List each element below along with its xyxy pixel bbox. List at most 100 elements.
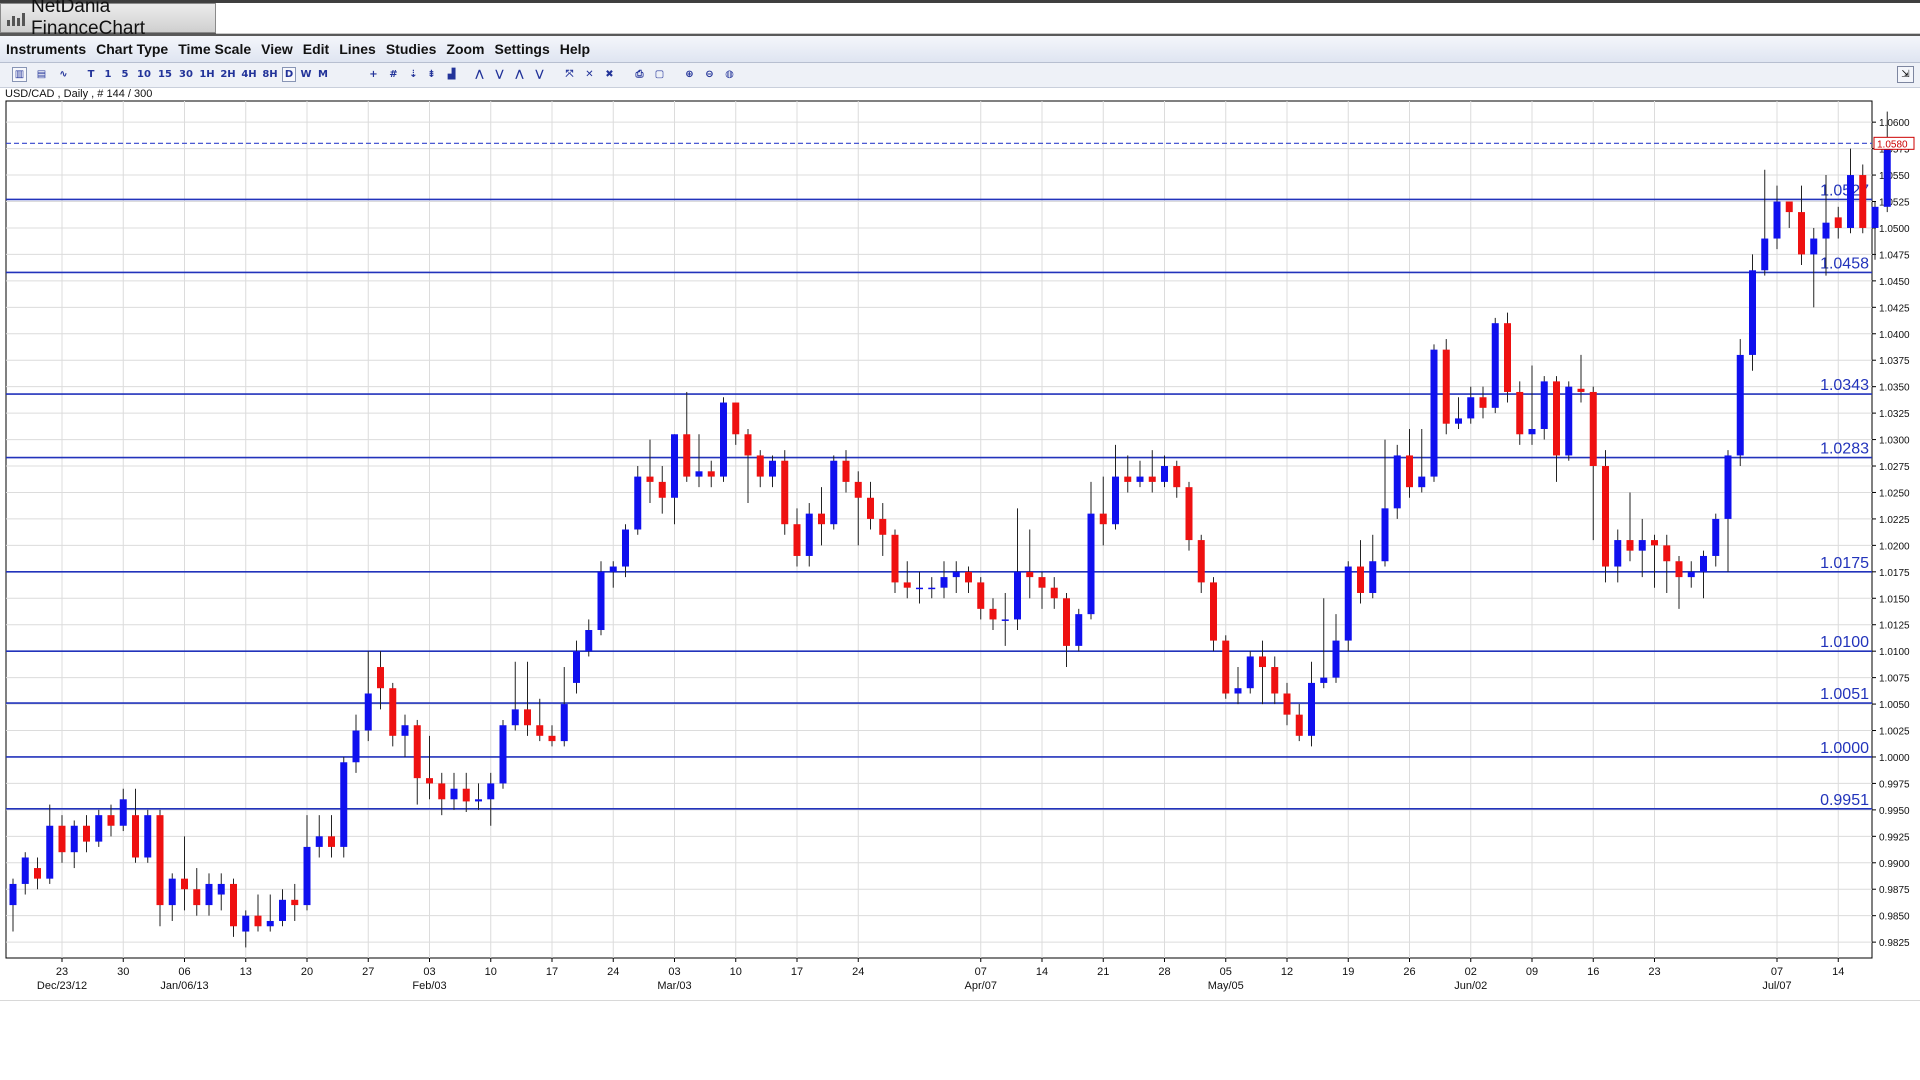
line-chart-icon[interactable]: ∿ — [59, 69, 68, 80]
menu-instruments[interactable]: Instruments — [6, 41, 87, 57]
candle-body — [9, 883, 17, 906]
menu-chart-type[interactable]: Chart Type — [96, 41, 169, 57]
menu-settings[interactable]: Settings — [494, 41, 550, 57]
timeframe-1-button[interactable]: 1 — [104, 69, 112, 80]
timeframe-1h-button[interactable]: 1H — [199, 69, 215, 80]
x-tick-label: 05 — [1220, 966, 1232, 978]
y-tick-label: 1.0600 — [1879, 118, 1910, 129]
candle-body — [291, 899, 299, 906]
candle-body — [58, 825, 66, 853]
candle-body — [891, 534, 899, 583]
candlestick-chart-icon[interactable]: ▥ — [12, 67, 27, 82]
timeframe-t-button[interactable]: T — [87, 69, 95, 80]
horizontal-line-label: 1.0458 — [1820, 255, 1869, 272]
timeframe-d-button[interactable]: D — [282, 67, 296, 82]
candle-body — [597, 571, 605, 631]
candle-body — [1638, 540, 1646, 551]
candle-body — [1479, 397, 1487, 408]
x-month-label: Dec/23/12 — [37, 980, 87, 992]
cursor-icon[interactable]: ⇣ — [409, 69, 418, 80]
candle-body — [266, 920, 274, 927]
menu-time-scale[interactable]: Time Scale — [178, 41, 252, 57]
menu-view[interactable]: View — [261, 41, 293, 57]
dock-icon[interactable]: ⇲ — [1897, 66, 1914, 83]
fan-icon[interactable]: ⋀ — [475, 69, 484, 80]
candle-body — [1516, 391, 1524, 435]
timeframe-10-button[interactable]: 10 — [137, 69, 151, 80]
volume-icon[interactable]: ▟ — [447, 69, 456, 80]
gann-icon[interactable]: ⋁ — [535, 69, 544, 80]
candle-body — [254, 915, 262, 927]
candle-body — [916, 587, 923, 590]
candle-body — [1332, 640, 1340, 678]
timeframe-8h-button[interactable]: 8H — [262, 69, 278, 80]
x-tick-label: 10 — [485, 966, 497, 978]
candle-body — [1357, 566, 1364, 593]
y-tick-label: 1.0150 — [1879, 594, 1910, 605]
candle-body — [989, 608, 997, 620]
candle-body — [1161, 466, 1168, 482]
fibonacci-icon[interactable]: ⋁ — [495, 69, 504, 80]
y-tick-label: 0.9850 — [1879, 912, 1910, 923]
price-chart[interactable]: 1.0600 1.0575 1.0550 1.0525 1.0500 1.0475 1.04… — [0, 98, 1920, 1000]
candle-body — [156, 815, 164, 906]
print-preview-icon[interactable]: ▢ — [654, 69, 665, 80]
bar-chart-icon[interactable]: ▤ — [36, 69, 47, 80]
zoom-in-icon[interactable]: ⊕ — [685, 69, 694, 80]
x-tick-label: 17 — [546, 966, 558, 978]
candle-body — [34, 868, 41, 879]
candle-body — [1761, 238, 1769, 271]
candle-body — [352, 730, 360, 763]
candle-body — [793, 524, 801, 556]
horizontal-line-label: 1.0100 — [1820, 634, 1869, 651]
candle-body — [70, 825, 78, 853]
menu-studies[interactable]: Studies — [385, 41, 437, 57]
y-tick-label: 1.0300 — [1879, 436, 1910, 447]
delete-icon[interactable]: ✕ — [585, 69, 594, 80]
menu-lines[interactable]: Lines — [339, 41, 376, 57]
candle-body — [1148, 476, 1156, 482]
candle-body — [1259, 656, 1266, 668]
timeframe-2h-button[interactable]: 2H — [220, 69, 236, 80]
timeframe-4h-button[interactable]: 4H — [241, 69, 257, 80]
x-tick-label: 03 — [668, 966, 680, 978]
candle-body — [1577, 388, 1585, 392]
print-icon[interactable]: ⎙ — [635, 69, 644, 80]
timeframe-m-button[interactable]: M — [318, 69, 328, 80]
x-tick-label: 16 — [1587, 966, 1599, 978]
candle-body — [867, 497, 874, 519]
candle-body — [438, 783, 446, 800]
candle-body — [1063, 598, 1070, 646]
candle-body — [1834, 217, 1842, 228]
menu-zoom[interactable]: Zoom — [446, 41, 485, 57]
x-month-label: Jan/06/13 — [160, 980, 208, 992]
candle-body — [364, 693, 372, 731]
grid-icon[interactable]: # — [389, 69, 398, 80]
candle-body — [413, 725, 421, 779]
x-month-label: Mar/03 — [657, 980, 691, 992]
candle-body — [524, 709, 531, 726]
y-tick-label: 1.0500 — [1879, 224, 1910, 235]
candle-body — [769, 460, 776, 477]
x-tick-label: 03 — [423, 966, 435, 978]
crosshair-icon[interactable]: + — [369, 69, 378, 80]
zoom-reset-icon[interactable]: ◍ — [725, 69, 734, 80]
timeframe-15-button[interactable]: 15 — [158, 69, 172, 80]
remove-study-icon[interactable]: ⤧ — [565, 69, 574, 80]
candle-body — [1026, 571, 1034, 578]
menu-help[interactable]: Help — [559, 41, 591, 57]
timeframe-w-button[interactable]: W — [300, 69, 312, 80]
x-tick-label: 23 — [1648, 966, 1660, 978]
channel-icon[interactable]: ⋀ — [515, 69, 524, 80]
zoom-out-icon[interactable]: ⊖ — [705, 69, 714, 80]
candle-body — [1528, 428, 1536, 435]
horizontal-line-label: 0.9951 — [1820, 792, 1869, 809]
timeframe-5-button[interactable]: 5 — [121, 69, 129, 80]
indicator-icon[interactable]: ⇟ — [427, 69, 436, 80]
y-tick-label: 1.0525 — [1879, 198, 1910, 209]
delete-all-icon[interactable]: ✖ — [605, 69, 614, 80]
menu-edit[interactable]: Edit — [302, 41, 330, 57]
candle-body — [1406, 455, 1413, 488]
candle-body — [217, 883, 225, 895]
timeframe-30-button[interactable]: 30 — [179, 69, 193, 80]
